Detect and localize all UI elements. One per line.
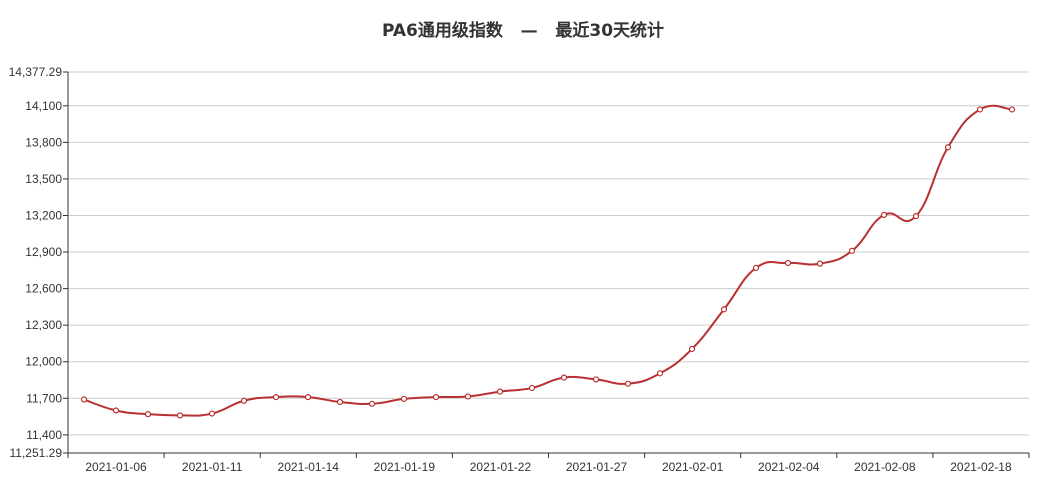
x-tick-label: 2021-02-08 (854, 460, 916, 474)
data-point (80, 396, 88, 403)
data-points (80, 106, 1016, 419)
data-point (912, 212, 920, 220)
data-point (816, 260, 824, 267)
data-point (944, 144, 952, 151)
data-point (848, 247, 856, 254)
x-tick-label: 2021-01-27 (566, 460, 628, 474)
data-point (592, 376, 600, 383)
data-point (880, 211, 888, 218)
x-axis-tick-labels: 2021-01-06 2021-01-11 2021-01-14 2021-01-19… (85, 460, 1012, 474)
x-tick-label: 2021-02-18 (950, 460, 1012, 474)
grid-lines (68, 71, 1029, 436)
data-point (112, 407, 120, 414)
data-point (496, 388, 504, 395)
x-tick-label: 2021-01-22 (470, 460, 532, 474)
y-tick-label: 11,400 (26, 428, 62, 442)
data-point (304, 393, 312, 401)
x-tick-label: 2021-01-11 (182, 460, 243, 474)
data-point (432, 393, 440, 401)
data-point (624, 380, 632, 387)
data-point (240, 397, 248, 404)
y-tick-label: 11,700 (26, 391, 62, 405)
data-point (144, 411, 152, 418)
y-axis-tick-labels: 11,251.29 11,400 11,700 12,000 12,300 12,600 1… (9, 65, 63, 460)
data-point (752, 264, 760, 271)
y-tick-label: 12,000 (25, 355, 62, 369)
data-point (688, 345, 696, 353)
x-tick-label: 2021-01-06 (85, 460, 147, 474)
x-tick-label: 2021-01-19 (374, 460, 436, 474)
data-point (528, 384, 536, 392)
data-point (368, 400, 376, 407)
y-tick-label: 12,300 (25, 318, 62, 332)
series-layer (83, 104, 1013, 417)
y-tick-label: 14,100 (25, 99, 62, 113)
chart-title: PA6通用级指数 — 最近30天统计 (381, 21, 665, 41)
y-tick-label: 11,251.29 (10, 446, 63, 460)
data-point (400, 395, 408, 403)
y-tick-label: 12,600 (25, 282, 62, 296)
data-point (784, 259, 792, 267)
data-point (560, 374, 568, 381)
axes (63, 71, 1030, 458)
data-point (464, 393, 472, 400)
data-point (656, 370, 664, 377)
y-tick-label: 12,900 (25, 245, 62, 259)
data-point (272, 393, 280, 401)
x-tick-label: 2021-02-04 (758, 460, 820, 474)
y-tick-label: 13,800 (25, 135, 62, 149)
data-point (336, 398, 344, 406)
x-tick-label: 2021-02-01 (662, 460, 724, 474)
data-point (1008, 106, 1016, 113)
data-point (208, 410, 216, 417)
x-tick-label: 2021-01-14 (278, 460, 340, 474)
series-line (83, 104, 1013, 417)
data-point (720, 306, 728, 313)
data-point (976, 106, 984, 113)
y-tick-label: 13,200 (25, 208, 62, 222)
data-point (176, 412, 184, 419)
y-tick-label: 13,500 (25, 172, 62, 186)
y-tick-label: 14,377.29 (9, 65, 63, 79)
